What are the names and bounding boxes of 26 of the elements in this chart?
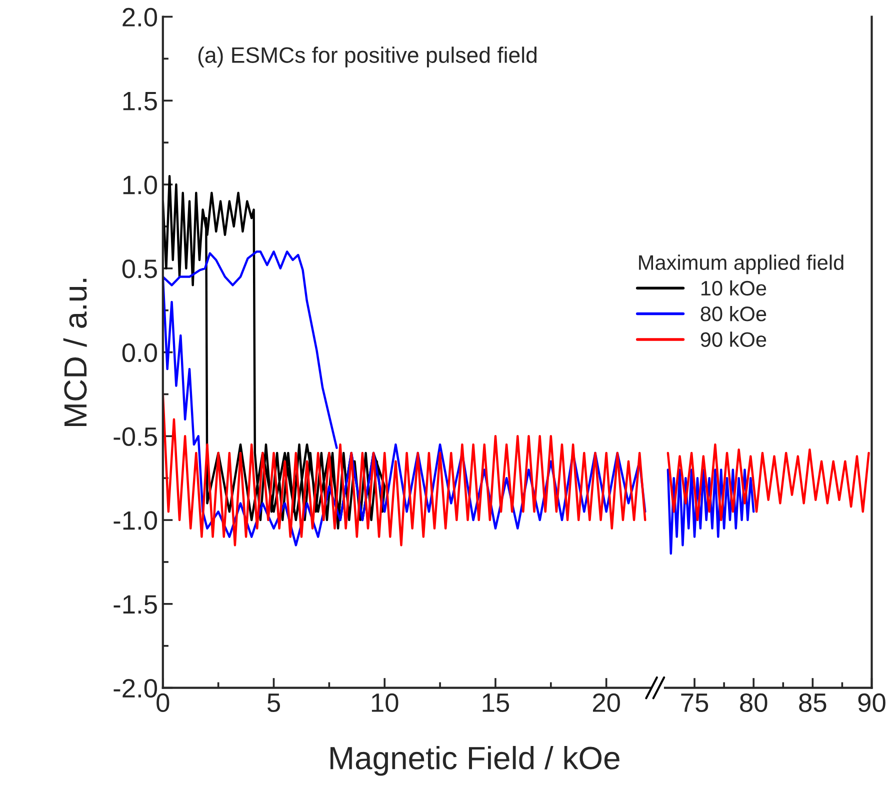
y-tick-label: 0.5 <box>122 260 157 278</box>
x-tick-label: 5 <box>267 694 280 712</box>
y-tick-label: 0.0 <box>122 343 157 362</box>
line-series <box>162 175 386 530</box>
x-tick-label: 10 <box>372 693 398 712</box>
y-tick-label: -2.0 <box>114 678 157 698</box>
y-axis-title: MCD / a.u. <box>63 278 87 426</box>
y-tick-label: -1.0 <box>114 511 157 530</box>
legend-label: 10 kOe <box>701 280 766 296</box>
text: (a) ESMCs for positive pulsed field <box>198 46 536 68</box>
legend-label: 90 kOe <box>700 332 766 347</box>
y-tick-label: -0.5 <box>114 427 157 446</box>
y-tick-label: -1.5 <box>114 595 157 614</box>
y-tick-label: 2.0 <box>122 8 157 27</box>
x-tick-label: 75 <box>681 694 708 712</box>
y-tick-label: 1.0 <box>123 176 157 194</box>
x-tick-label: 85 <box>799 693 826 712</box>
x-tick-label: 0 <box>156 693 170 712</box>
legend-title: Maximum applied field <box>639 254 844 274</box>
legend-label: 80 kOe <box>700 306 766 322</box>
x-axis-title: Magnetic Field / kOe <box>330 746 620 776</box>
x-tick-label: 20 <box>592 693 620 712</box>
x-tick-label: 15 <box>482 694 510 712</box>
x-tick-label: 90 <box>858 693 886 712</box>
x-tick-label: 80 <box>740 693 768 712</box>
y-tick-label: 1.5 <box>123 92 157 110</box>
